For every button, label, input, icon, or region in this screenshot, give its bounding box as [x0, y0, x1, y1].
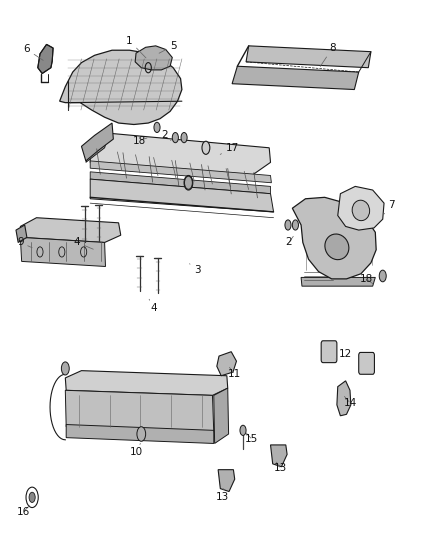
Polygon shape [65, 390, 214, 432]
Polygon shape [90, 161, 272, 183]
Circle shape [184, 175, 193, 190]
Ellipse shape [352, 200, 370, 221]
Text: 1: 1 [126, 36, 146, 58]
Polygon shape [135, 46, 172, 70]
Polygon shape [20, 217, 121, 243]
Circle shape [181, 133, 187, 143]
Text: 12: 12 [336, 349, 352, 359]
Text: 7: 7 [384, 199, 395, 214]
Text: 2: 2 [161, 131, 171, 141]
Text: 11: 11 [228, 367, 241, 378]
Polygon shape [90, 133, 271, 175]
Circle shape [61, 362, 69, 375]
Polygon shape [337, 381, 351, 416]
Polygon shape [20, 237, 106, 266]
Text: 17: 17 [220, 143, 239, 155]
Polygon shape [38, 44, 53, 74]
Circle shape [202, 141, 210, 155]
Text: 9: 9 [17, 238, 32, 248]
Text: 5: 5 [159, 41, 177, 53]
Text: 14: 14 [343, 397, 357, 408]
Text: 13: 13 [216, 489, 229, 502]
Polygon shape [246, 46, 371, 68]
Polygon shape [60, 50, 182, 125]
Polygon shape [90, 179, 274, 212]
Polygon shape [65, 370, 228, 395]
Text: 18: 18 [360, 274, 373, 284]
Text: 3: 3 [190, 264, 201, 275]
Polygon shape [232, 66, 359, 90]
Polygon shape [90, 172, 271, 193]
Text: 4: 4 [149, 299, 157, 313]
Polygon shape [81, 123, 113, 161]
Text: 8: 8 [320, 43, 336, 67]
Text: 13: 13 [273, 462, 287, 473]
Polygon shape [217, 352, 237, 376]
Circle shape [379, 270, 386, 282]
FancyBboxPatch shape [321, 341, 337, 362]
Polygon shape [218, 470, 235, 491]
Polygon shape [214, 388, 229, 443]
Circle shape [172, 133, 178, 143]
Text: 4: 4 [74, 238, 93, 249]
Text: 15: 15 [245, 433, 258, 444]
Polygon shape [86, 133, 109, 163]
Text: 2: 2 [286, 236, 293, 247]
Text: 18: 18 [133, 135, 147, 146]
Polygon shape [301, 277, 375, 286]
Polygon shape [66, 424, 214, 443]
Polygon shape [292, 197, 376, 279]
Ellipse shape [325, 234, 349, 260]
Text: 16: 16 [17, 506, 30, 517]
Circle shape [285, 220, 291, 230]
Circle shape [29, 492, 35, 503]
Circle shape [154, 122, 160, 133]
Circle shape [137, 427, 146, 441]
Polygon shape [338, 187, 384, 230]
Polygon shape [16, 225, 27, 243]
FancyBboxPatch shape [359, 352, 374, 374]
Polygon shape [271, 445, 287, 467]
Text: 6: 6 [24, 44, 43, 60]
Text: 10: 10 [130, 443, 143, 457]
Circle shape [240, 425, 246, 435]
Circle shape [292, 220, 298, 230]
Circle shape [184, 176, 192, 189]
